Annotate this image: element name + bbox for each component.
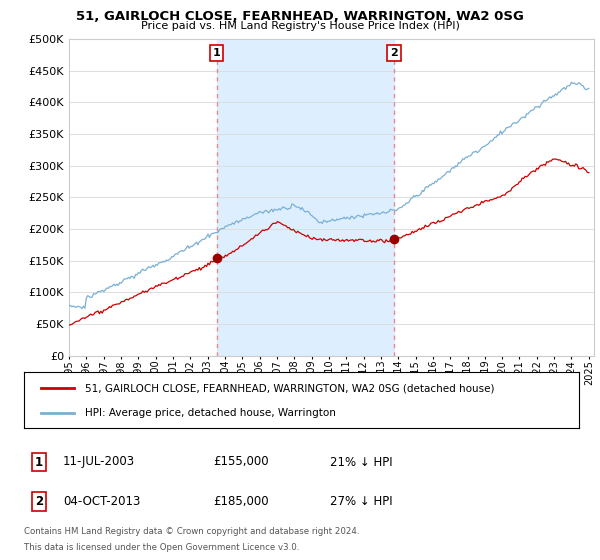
Text: This data is licensed under the Open Government Licence v3.0.: This data is licensed under the Open Gov…	[24, 543, 299, 552]
Text: 04-OCT-2013: 04-OCT-2013	[63, 494, 140, 508]
Text: 11-JUL-2003: 11-JUL-2003	[63, 455, 135, 469]
Text: £155,000: £155,000	[213, 455, 269, 469]
Text: 2: 2	[35, 494, 43, 508]
Text: HPI: Average price, detached house, Warrington: HPI: Average price, detached house, Warr…	[85, 408, 336, 418]
Text: £185,000: £185,000	[213, 494, 269, 508]
Text: 51, GAIRLOCH CLOSE, FEARNHEAD, WARRINGTON, WA2 0SG: 51, GAIRLOCH CLOSE, FEARNHEAD, WARRINGTO…	[76, 10, 524, 23]
Text: 2: 2	[390, 48, 398, 58]
Text: 1: 1	[35, 455, 43, 469]
Text: 51, GAIRLOCH CLOSE, FEARNHEAD, WARRINGTON, WA2 0SG (detached house): 51, GAIRLOCH CLOSE, FEARNHEAD, WARRINGTO…	[85, 383, 494, 393]
Text: Price paid vs. HM Land Registry's House Price Index (HPI): Price paid vs. HM Land Registry's House …	[140, 21, 460, 31]
Text: 21% ↓ HPI: 21% ↓ HPI	[330, 455, 392, 469]
Text: 27% ↓ HPI: 27% ↓ HPI	[330, 494, 392, 508]
Bar	[217, 39, 394, 356]
Text: 1: 1	[213, 48, 221, 58]
Text: Contains HM Land Registry data © Crown copyright and database right 2024.: Contains HM Land Registry data © Crown c…	[24, 528, 359, 536]
